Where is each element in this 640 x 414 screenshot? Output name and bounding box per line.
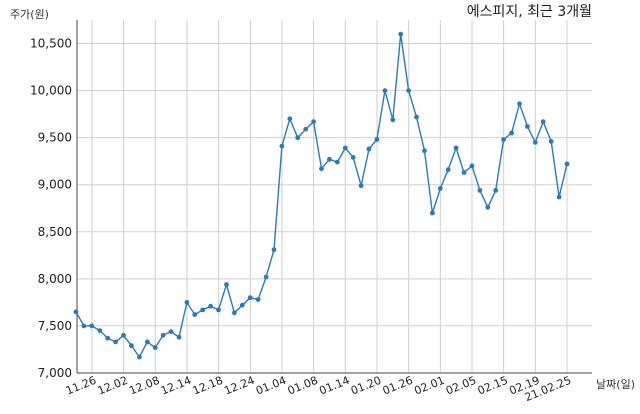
series-line bbox=[75, 34, 568, 359]
data-point bbox=[160, 332, 166, 338]
data-point bbox=[564, 161, 570, 167]
data-point bbox=[327, 156, 332, 162]
data-point bbox=[263, 274, 269, 280]
x-tick-label: 01.26 bbox=[381, 374, 415, 398]
data-point bbox=[509, 130, 514, 136]
y-tick-label: 10,500 bbox=[30, 37, 72, 51]
data-point bbox=[334, 159, 340, 165]
y-tick-label: 7,000 bbox=[38, 366, 72, 380]
data-point bbox=[200, 307, 206, 313]
data-point bbox=[469, 163, 475, 169]
x-tick-label: 02.01 bbox=[412, 374, 446, 398]
data-point bbox=[192, 312, 198, 317]
data-point bbox=[216, 307, 221, 313]
data-point bbox=[105, 335, 111, 341]
x-tick-label: 12.18 bbox=[191, 374, 225, 398]
data-point bbox=[430, 210, 435, 216]
x-tick-label: 12.02 bbox=[96, 374, 130, 398]
data-point bbox=[255, 297, 261, 302]
data-point bbox=[239, 302, 245, 308]
data-point bbox=[501, 137, 506, 142]
grid-lines bbox=[77, 20, 592, 374]
data-point bbox=[445, 167, 451, 173]
y-tick-label: 7,500 bbox=[38, 319, 72, 333]
data-point bbox=[525, 124, 530, 129]
x-tick-label: 01.14 bbox=[317, 374, 351, 398]
data-point bbox=[390, 117, 396, 123]
data-point bbox=[422, 148, 427, 154]
x-tick-label: 12.08 bbox=[127, 374, 161, 398]
data-point bbox=[121, 332, 126, 338]
data-point bbox=[168, 329, 174, 334]
x-tick-label: 02.05 bbox=[444, 374, 478, 398]
data-point bbox=[97, 328, 103, 333]
data-point bbox=[532, 140, 538, 145]
y-tick-label: 8,000 bbox=[38, 272, 72, 286]
data-point bbox=[485, 204, 491, 210]
data-point bbox=[548, 139, 554, 144]
data-point bbox=[208, 303, 214, 309]
data-point bbox=[382, 88, 388, 93]
x-axis-ticks: 11.2612.0212.0812.1412.1812.2401.0401.08… bbox=[64, 374, 573, 404]
data-point bbox=[247, 295, 253, 301]
data-point bbox=[414, 114, 419, 120]
data-point bbox=[477, 188, 483, 193]
data-point bbox=[540, 119, 546, 125]
data-point bbox=[184, 300, 190, 305]
data-point bbox=[152, 345, 158, 350]
data-point bbox=[342, 145, 348, 151]
data-point bbox=[517, 101, 522, 107]
x-tick-label: 12.14 bbox=[159, 374, 193, 398]
axes bbox=[76, 20, 592, 374]
x-tick-label: 01.04 bbox=[254, 374, 288, 398]
data-point bbox=[303, 126, 309, 132]
data-point bbox=[374, 137, 380, 142]
data-point bbox=[279, 143, 285, 149]
y-axis-ticks: 7,000 7,500 8,000 8,500 9,000 9,500 10,000 10,5… bbox=[30, 37, 72, 380]
x-tick-label: 01.08 bbox=[286, 374, 320, 398]
data-point bbox=[398, 31, 404, 37]
data-point bbox=[453, 145, 459, 151]
data-point bbox=[129, 343, 134, 349]
data-point bbox=[406, 88, 411, 93]
data-point bbox=[319, 166, 324, 172]
data-point bbox=[461, 170, 467, 175]
y-tick-label: 10,000 bbox=[30, 84, 72, 98]
data-point bbox=[311, 119, 316, 125]
data-point bbox=[81, 323, 87, 329]
data-point bbox=[295, 135, 301, 141]
x-tick-label: 01.20 bbox=[349, 374, 383, 398]
data-point bbox=[556, 194, 562, 200]
data-point bbox=[176, 334, 182, 340]
data-point bbox=[366, 146, 372, 152]
y-axis-label: 주가(원) bbox=[10, 8, 49, 21]
x-tick-label: 12.24 bbox=[222, 374, 256, 398]
x-tick-label: 02.15 bbox=[476, 374, 510, 398]
data-point bbox=[493, 188, 499, 193]
data-point bbox=[287, 116, 293, 122]
y-tick-label: 9,500 bbox=[38, 131, 72, 145]
data-point bbox=[113, 339, 118, 345]
data-point bbox=[89, 323, 95, 329]
x-axis-label: 날짜(일) bbox=[596, 377, 635, 391]
data-point bbox=[73, 309, 79, 315]
data-point bbox=[137, 354, 142, 360]
data-point bbox=[144, 339, 150, 345]
data-point bbox=[358, 183, 364, 189]
data-point bbox=[437, 186, 443, 191]
y-tick-label: 8,500 bbox=[38, 225, 72, 239]
data-point bbox=[350, 155, 356, 160]
y-tick-label: 9,000 bbox=[38, 178, 72, 192]
chart-title: 에스피지, 최근 3개월 bbox=[467, 4, 592, 20]
data-point bbox=[271, 247, 277, 253]
data-point bbox=[224, 282, 229, 287]
price-series bbox=[73, 31, 570, 360]
data-point bbox=[232, 310, 237, 316]
